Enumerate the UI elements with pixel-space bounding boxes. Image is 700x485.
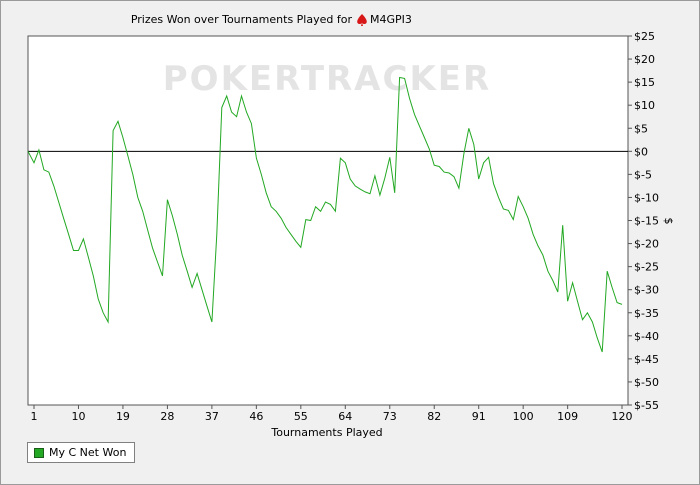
x-tick-label: 55 xyxy=(294,410,308,423)
y-tick-label: $0 xyxy=(634,145,648,158)
x-tick-label: 1 xyxy=(31,410,38,423)
y-tick-label: $-35 xyxy=(634,307,659,320)
watermark: POKERTRACKER xyxy=(163,59,491,99)
y-tick-label: $-30 xyxy=(634,284,659,297)
y-tick-label: $-15 xyxy=(634,215,659,228)
y-tick-label: $10 xyxy=(634,99,655,112)
y-tick-label: $20 xyxy=(634,53,655,66)
x-tick-label: 64 xyxy=(338,410,352,423)
x-tick-label: 19 xyxy=(116,410,130,423)
plot-area xyxy=(27,35,629,406)
legend-swatch xyxy=(34,447,44,458)
y-tick-label: $-20 xyxy=(634,238,659,251)
spade-icon xyxy=(357,14,367,26)
x-tick-label: 37 xyxy=(205,410,219,423)
x-tick-label: 82 xyxy=(427,410,441,423)
y-tick-label: $-50 xyxy=(634,376,659,389)
x-tick-label: 46 xyxy=(249,410,263,423)
x-tick-label: 91 xyxy=(472,410,486,423)
legend: My C Net Won xyxy=(27,442,136,463)
y-axis-label: $ xyxy=(662,218,675,225)
y-tick-label: $5 xyxy=(634,122,648,135)
legend-label: My C Net Won xyxy=(49,446,127,459)
x-axis-label: Tournaments Played xyxy=(270,426,382,439)
y-tick-label: $-45 xyxy=(634,353,659,366)
y-tick-label: $-10 xyxy=(634,191,659,204)
x-tick-label: 28 xyxy=(160,410,174,423)
y-tick-label: $-5 xyxy=(634,168,652,181)
y-tick-label: $-25 xyxy=(634,261,659,274)
y-tick-label: $-40 xyxy=(634,330,659,343)
x-tick-label: 120 xyxy=(612,410,633,423)
chart-title: Prizes Won over Tournaments Played for xyxy=(131,13,353,26)
x-tick-label: 109 xyxy=(557,410,578,423)
x-tick-label: 10 xyxy=(71,410,85,423)
series-line xyxy=(27,76,623,353)
y-tick-label: $15 xyxy=(634,76,655,89)
x-tick-label: 73 xyxy=(383,410,397,423)
y-tick-label: $25 xyxy=(634,30,655,43)
y-tick-label: $-55 xyxy=(634,399,659,412)
player-name: M4GPI3 xyxy=(370,13,412,26)
x-tick-label: 100 xyxy=(513,410,534,423)
